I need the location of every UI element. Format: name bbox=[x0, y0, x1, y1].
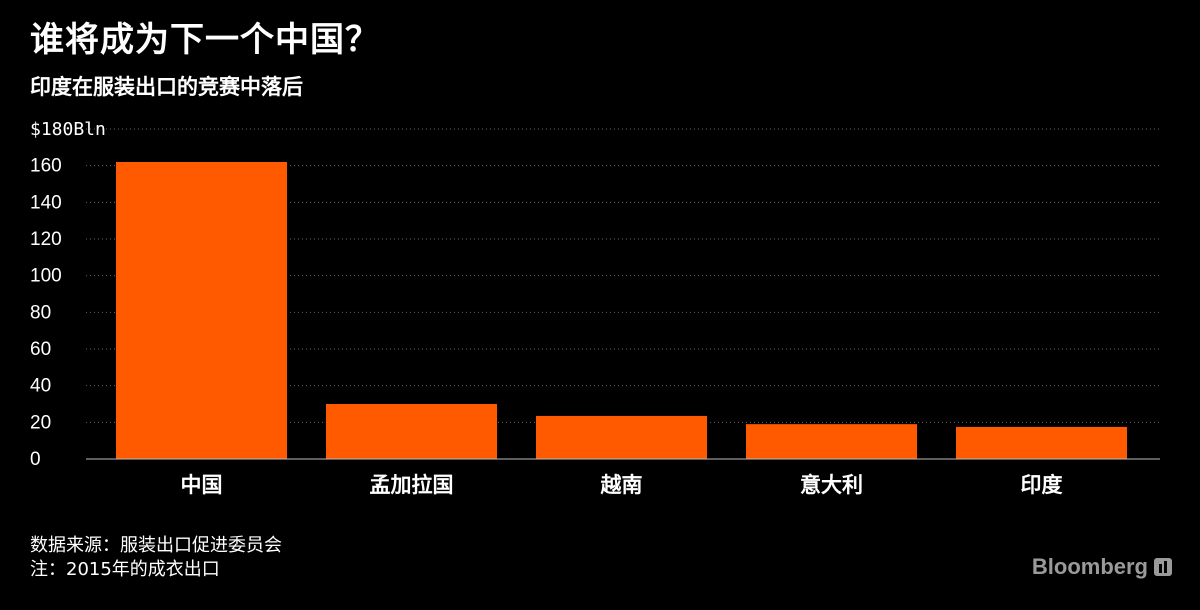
y-tick-label: 120 bbox=[30, 229, 62, 250]
bar bbox=[746, 424, 917, 459]
bar bbox=[326, 404, 497, 459]
bar bbox=[956, 426, 1127, 459]
bar bbox=[116, 162, 287, 459]
y-tick-label: 0 bbox=[30, 449, 41, 470]
x-tick-label: 印度 bbox=[1021, 473, 1063, 497]
y-tick-label: 60 bbox=[30, 339, 51, 360]
y-tick-label: 20 bbox=[30, 412, 51, 433]
y-tick-label: 100 bbox=[30, 266, 62, 287]
x-tick-label: 意大利 bbox=[800, 473, 863, 497]
brand-name: Bloomberg bbox=[1031, 554, 1148, 579]
x-tick-label: 中国 bbox=[181, 473, 223, 497]
y-tick-label: 40 bbox=[30, 376, 51, 397]
y-tick-label: $180Bln bbox=[30, 119, 106, 140]
y-tick-label: 140 bbox=[30, 192, 62, 213]
chart-footer: 数据来源：服装出口促进委员会 注：2015年的成衣出口 bbox=[30, 534, 282, 582]
bloomberg-terminal-icon bbox=[1154, 558, 1172, 576]
footnote: 注：2015年的成衣出口 bbox=[30, 559, 220, 580]
bar bbox=[536, 415, 707, 459]
x-tick-label: 越南 bbox=[600, 473, 643, 497]
chart-subtitle: 印度在服装出口的竞赛中落后 bbox=[30, 75, 303, 99]
y-tick-label: 160 bbox=[30, 156, 62, 177]
source-note: 数据来源：服装出口促进委员会 bbox=[30, 535, 282, 556]
chart-title: 谁将成为下一个中国？ bbox=[30, 20, 380, 60]
y-tick-label: 80 bbox=[30, 302, 51, 323]
x-tick-label: 孟加拉国 bbox=[370, 473, 454, 497]
brand-logo: Bloomberg bbox=[1032, 554, 1172, 580]
